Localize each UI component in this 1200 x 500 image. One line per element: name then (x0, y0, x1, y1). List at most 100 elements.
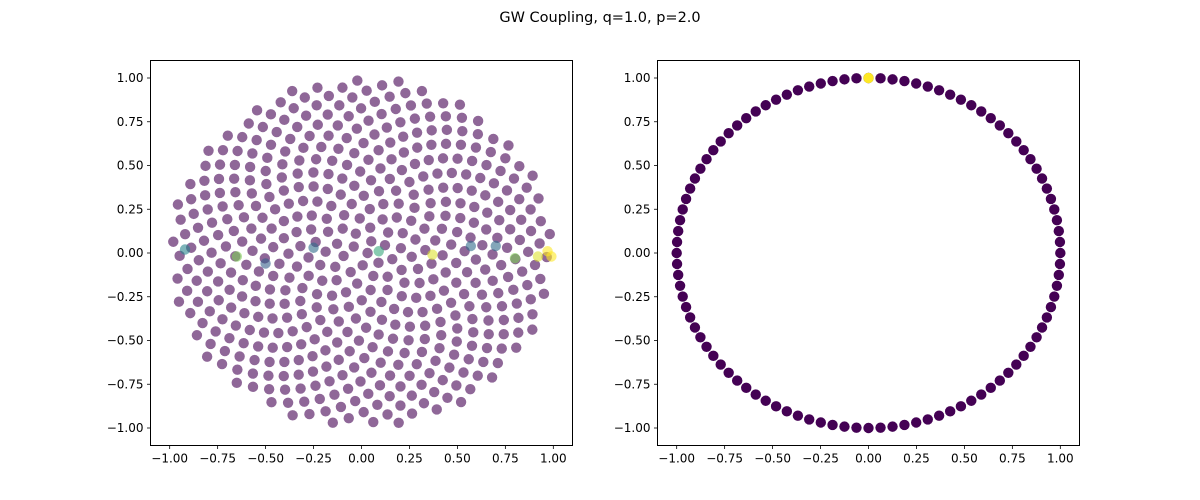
scatter-point (320, 246, 331, 257)
scatter-point (168, 236, 179, 247)
scatter-point (376, 80, 388, 91)
scatter-point (411, 359, 422, 370)
scatter-point (182, 263, 193, 275)
scatter-point (365, 222, 376, 233)
scatter-point (310, 154, 322, 165)
scatter-point (525, 204, 536, 215)
scatter-point (312, 119, 323, 130)
scatter-point (250, 200, 262, 212)
scatter-point (292, 121, 303, 133)
scatter-point (217, 201, 228, 212)
circle-point (760, 100, 771, 111)
scatter-point (476, 289, 488, 300)
highlight-point (509, 253, 521, 264)
scatter-point (365, 306, 376, 317)
scatter-point (333, 354, 344, 366)
scatter-point (342, 326, 353, 338)
scatter-point (344, 346, 355, 357)
left-plot-points (168, 75, 557, 428)
scatter-point (514, 234, 526, 246)
scatter-point (384, 370, 396, 381)
scatter-point (212, 229, 224, 241)
scatter-point (376, 296, 387, 308)
scatter-point (438, 285, 450, 296)
circle-point (944, 89, 956, 100)
scatter-point (533, 193, 544, 204)
circle-point (715, 136, 726, 147)
circle-point (741, 112, 752, 124)
scatter-point (466, 155, 478, 167)
scatter-point (501, 242, 513, 254)
scatter-point (495, 165, 506, 177)
scatter-point (250, 295, 261, 307)
scatter-point (286, 85, 298, 97)
scatter-point (481, 224, 492, 235)
x-tick-label: −0.75 (199, 452, 236, 466)
circle-point (933, 85, 945, 96)
scatter-point (440, 267, 451, 278)
scatter-point (217, 144, 229, 156)
scatter-point (348, 241, 359, 252)
scatter-point (498, 314, 510, 326)
scatter-point (360, 322, 372, 333)
circle-point (1054, 236, 1066, 248)
circle-point (723, 367, 734, 378)
scatter-point (335, 189, 346, 200)
scatter-point (298, 142, 309, 154)
scatter-point (232, 145, 243, 157)
scatter-point (411, 292, 422, 304)
scatter-point (283, 198, 295, 209)
y-tick-label: 1.00 (624, 71, 651, 85)
right-plot: −1.00 −0.75 −0.50 −0.25 0.00 0.25 0.50 0.75 1.00… (614, 60, 1080, 466)
scatter-point (480, 264, 491, 275)
scatter-point (437, 98, 449, 109)
scatter-point (342, 383, 354, 394)
scatter-point (185, 178, 196, 190)
highlight-point (231, 251, 243, 262)
scatter-point (363, 388, 374, 400)
scatter-point (485, 146, 496, 158)
scatter-point (451, 226, 463, 238)
circle-point (689, 322, 701, 333)
circle-point (701, 154, 712, 165)
scatter-point (354, 213, 365, 224)
scatter-point (408, 189, 419, 200)
scatter-point (268, 270, 279, 282)
scatter-point (201, 351, 213, 362)
scatter-point (328, 304, 339, 315)
circle-point (1011, 136, 1022, 147)
circle-point (715, 359, 726, 370)
scatter-point (332, 120, 343, 131)
scatter-point (295, 295, 306, 307)
scatter-point (438, 182, 449, 193)
circle-point (695, 332, 706, 343)
circle-point (1011, 359, 1022, 370)
circle-point (911, 417, 922, 428)
circle-point (1025, 154, 1036, 165)
y-tick-label: 0.50 (117, 159, 144, 173)
scatter-point (451, 277, 462, 288)
scatter-point (498, 328, 509, 340)
scatter-point (296, 308, 308, 320)
scatter-point (502, 271, 514, 283)
scatter-point (382, 227, 394, 238)
scatter-point (323, 168, 334, 180)
scatter-point (455, 198, 466, 209)
circle-point (760, 395, 771, 406)
right-plot-x-axis: −1.00 −0.75 −0.50 −0.25 0.00 0.25 0.50 0.75 1.00 (658, 445, 1074, 466)
scatter-point (322, 326, 333, 338)
scatter-point (265, 109, 277, 120)
circle-point (741, 382, 752, 394)
circle-point (1054, 258, 1066, 270)
scatter-point (237, 236, 248, 247)
scatter-point (437, 250, 448, 261)
circle-point (827, 419, 838, 431)
scatter-point (257, 212, 268, 223)
scatter-point (252, 341, 264, 352)
scatter-point (373, 145, 384, 156)
scatter-point (291, 226, 302, 238)
circle-point (839, 74, 850, 85)
scatter-point (419, 320, 431, 331)
scatter-point (307, 351, 318, 362)
scatter-point (455, 139, 467, 150)
